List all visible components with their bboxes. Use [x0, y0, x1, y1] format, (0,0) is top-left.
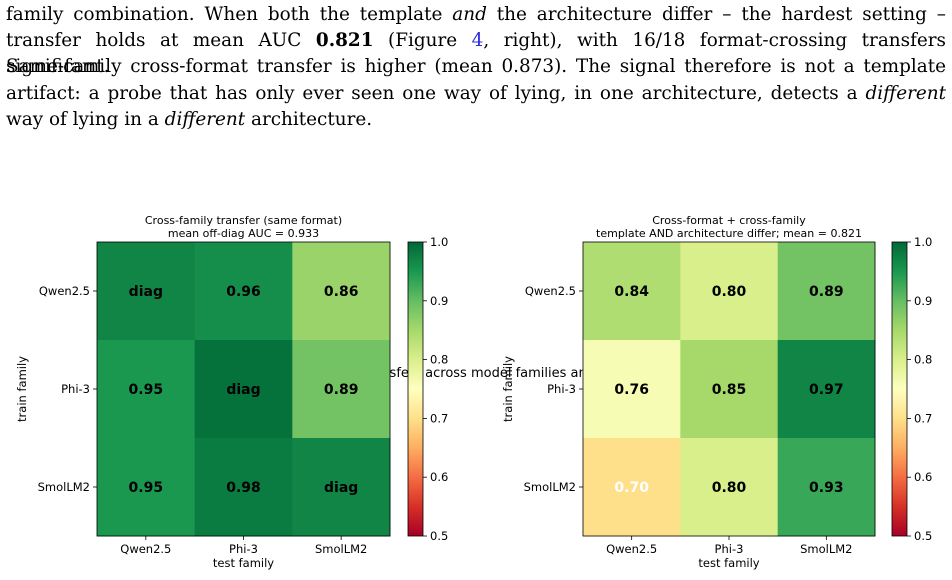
- text-run: family combination. When both the templa…: [6, 4, 453, 25]
- cell-label: 0.76: [614, 382, 649, 398]
- text-run: transfer holds at mean AUC: [6, 30, 316, 52]
- y-axis-label: train family: [501, 356, 515, 422]
- colorbar-tick-label: 1.0: [430, 235, 448, 249]
- colorbar-tick-label: 0.9: [914, 294, 932, 308]
- cell-label: 0.86: [324, 284, 359, 300]
- x-tick-label: Qwen2.5: [606, 542, 657, 556]
- bold-auc-value: 0.821: [315, 30, 374, 52]
- text-run: Same-family cross-format transfer is hig…: [6, 56, 946, 78]
- cell-label: 0.95: [129, 480, 164, 496]
- x-tick-label: Phi-3: [715, 542, 744, 556]
- paragraph-line-1: family combination. When both the templa…: [6, 2, 946, 28]
- heatmap-cell: [583, 242, 681, 341]
- text-run: the architecture differ – the hardest se…: [486, 4, 946, 25]
- heatmap-cell: [680, 438, 779, 537]
- colorbar-tick-label: 0.5: [430, 529, 448, 543]
- text-run: artifact: a probe that has only ever see…: [6, 82, 866, 104]
- body-paragraph: family combination. When both the templa…: [6, 2, 946, 133]
- colorbar-tick-label: 0.7: [914, 411, 932, 425]
- heatmap-cell: [97, 438, 196, 537]
- cell-label: 0.96: [226, 284, 261, 300]
- paragraph-line-5: way of lying in a different architecture…: [6, 107, 946, 133]
- heatmap-cell: [680, 340, 779, 439]
- heatmap-cell: [777, 340, 876, 439]
- heatmap-cell: [680, 242, 779, 341]
- colorbar-tick-label: 0.5: [914, 529, 932, 543]
- colorbar-tick-label: 0.7: [430, 411, 448, 425]
- emphasis-and: and: [452, 4, 487, 25]
- heatmap-cell: [194, 438, 293, 537]
- colorbar-tick-label: 0.9: [430, 294, 448, 308]
- paragraph-line-4: artifact: a probe that has only ever see…: [6, 81, 946, 107]
- y-tick-label: Phi-3: [547, 382, 576, 396]
- text-run: , right), with 16/18 format-crossing tra…: [6, 30, 946, 78]
- cell-label: 0.85: [712, 382, 747, 398]
- text-run: architecture.: [245, 108, 373, 130]
- x-tick-label: SmolLM2: [800, 542, 852, 556]
- text-run: (Figure: [373, 30, 472, 52]
- figure-reference-link[interactable]: 4: [471, 30, 484, 52]
- emphasis-different: different: [865, 82, 946, 104]
- cell-label: 0.89: [809, 284, 844, 300]
- cell-label: 0.95: [129, 382, 164, 398]
- cell-label: 0.98: [226, 480, 261, 496]
- x-tick-label: Phi-3: [229, 542, 258, 556]
- paragraph-line-2: transfer holds at mean AUC 0.821 (Figure…: [6, 28, 946, 77]
- figure-4: A linear deception probe transfers acros…: [15, 214, 932, 570]
- cell-label: diag: [226, 382, 260, 398]
- heatmap-cell: [292, 242, 391, 341]
- panel-subtitle: mean off-diag AUC = 0.933: [168, 227, 319, 240]
- y-tick-label: Qwen2.5: [39, 284, 90, 298]
- y-axis-label: train family: [15, 356, 29, 422]
- y-tick-label: Phi-3: [61, 382, 90, 396]
- x-tick-label: SmolLM2: [315, 542, 367, 556]
- cell-label: diag: [324, 480, 358, 496]
- heatmap-cell: [194, 340, 293, 439]
- y-tick-label: Qwen2.5: [525, 284, 576, 298]
- cell-label: 0.80: [712, 480, 747, 496]
- colorbar-tick-label: 0.6: [430, 470, 448, 484]
- heatmap-cell: [292, 340, 391, 439]
- panel-title: Cross-family transfer (same format): [145, 214, 342, 227]
- cell-label: 0.70: [614, 480, 649, 496]
- heatmap-cell: [292, 438, 391, 537]
- text-run: way of lying in a: [6, 108, 165, 130]
- x-axis-label: test family: [213, 556, 274, 570]
- y-tick-label: SmolLM2: [524, 480, 576, 494]
- colorbar-tick-label: 0.6: [914, 470, 932, 484]
- panel-subtitle: template AND architecture differ; mean =…: [596, 227, 862, 240]
- heatmap-cell: [97, 242, 196, 341]
- paragraph-line-3: Same-family cross-format transfer is hig…: [6, 54, 946, 80]
- x-axis-label: test family: [698, 556, 759, 570]
- heatmap-cell: [97, 340, 196, 439]
- colorbar-tick-label: 1.0: [914, 235, 932, 249]
- colorbar: [407, 241, 424, 537]
- heatmap-cell: [777, 242, 876, 341]
- cell-label: 0.97: [809, 382, 844, 398]
- colorbar: [891, 241, 908, 537]
- heatmap-cell: [777, 438, 876, 537]
- panel-title: Cross-format + cross-family: [652, 214, 806, 227]
- emphasis-different: different: [164, 108, 246, 130]
- colorbar-tick-label: 0.8: [914, 353, 932, 367]
- cell-label: 0.93: [809, 480, 844, 496]
- heatmap-cell: [583, 438, 681, 537]
- y-tick-label: SmolLM2: [38, 480, 90, 494]
- heatmap-cell: [583, 340, 681, 439]
- cell-label: 0.89: [324, 382, 359, 398]
- heatmap-panel-1: Cross-family transfer (same format)mean …: [15, 214, 448, 570]
- cell-label: 0.80: [712, 284, 747, 300]
- colorbar-tick-label: 0.8: [430, 353, 448, 367]
- cell-label: diag: [129, 284, 163, 300]
- heatmap-cell: [194, 242, 293, 341]
- x-tick-label: Qwen2.5: [120, 542, 171, 556]
- cell-label: 0.84: [614, 284, 649, 300]
